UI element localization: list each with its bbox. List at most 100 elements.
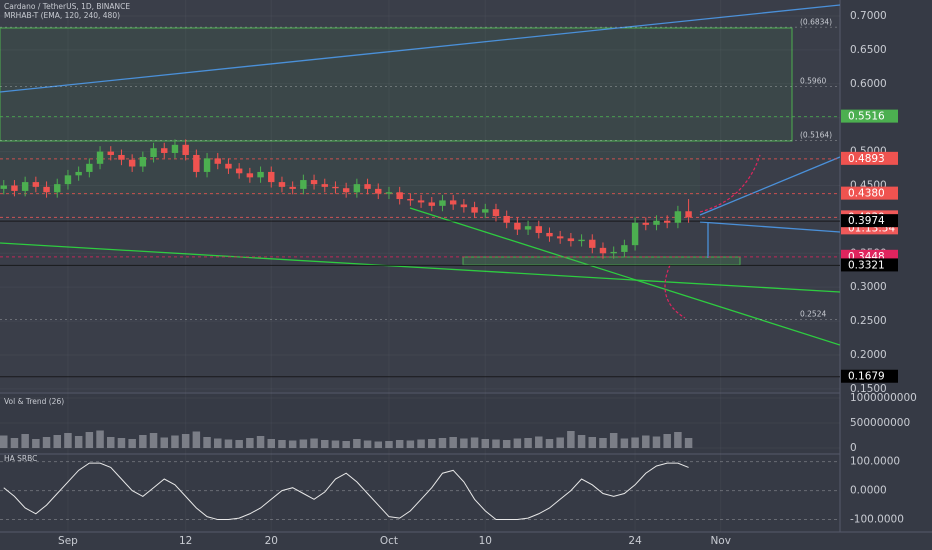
candle-body bbox=[225, 163, 232, 169]
candle-body bbox=[396, 192, 403, 200]
candle-body bbox=[653, 220, 660, 225]
candle-body bbox=[268, 171, 275, 183]
volume-bar bbox=[331, 440, 340, 448]
candle-body bbox=[364, 184, 371, 189]
trend-line bbox=[699, 221, 840, 233]
volume-bar bbox=[374, 441, 383, 448]
candle-body bbox=[353, 184, 361, 193]
volume-bar bbox=[21, 434, 29, 448]
y-tick-label: 1000000000 bbox=[850, 392, 917, 404]
candle-body bbox=[599, 247, 607, 254]
volume-bar bbox=[10, 438, 19, 448]
trend-line bbox=[0, 242, 840, 293]
price-tag bbox=[841, 258, 898, 272]
volume-bar bbox=[545, 439, 554, 448]
candle-body bbox=[21, 182, 29, 191]
volume-bar bbox=[139, 435, 147, 448]
candle-body bbox=[663, 220, 671, 223]
candle-body bbox=[257, 171, 264, 178]
volume-bar bbox=[460, 438, 468, 448]
price-tag bbox=[841, 214, 898, 228]
volume-bar bbox=[321, 440, 329, 448]
candle-body bbox=[107, 151, 114, 155]
volume-bar bbox=[288, 440, 297, 448]
volume-bar bbox=[567, 431, 575, 448]
candle-body bbox=[578, 239, 585, 242]
y-tick-label: 100.0000 bbox=[850, 456, 900, 468]
x-tick-label: 10 bbox=[479, 535, 492, 547]
volume-bar bbox=[64, 433, 72, 448]
candle-body bbox=[96, 151, 104, 164]
volume-bar bbox=[299, 439, 308, 448]
price-tag bbox=[841, 186, 898, 200]
candle-body bbox=[685, 211, 692, 218]
volume-bar bbox=[181, 434, 190, 448]
volume-bar bbox=[438, 438, 447, 448]
volume-bar bbox=[385, 441, 393, 448]
volume-bar bbox=[342, 441, 350, 448]
y-tick-label: 0.3000 bbox=[850, 281, 887, 293]
volume-bar bbox=[267, 439, 276, 448]
candle-body bbox=[642, 222, 649, 225]
volume-bar bbox=[599, 438, 607, 448]
candle-body bbox=[203, 158, 211, 172]
candle-body bbox=[556, 236, 564, 239]
volume-bar bbox=[642, 435, 650, 448]
arrow bbox=[699, 154, 761, 213]
volume-bar bbox=[235, 440, 243, 448]
volume-bar bbox=[395, 440, 404, 448]
candle-body bbox=[75, 171, 82, 176]
volume-bar bbox=[620, 438, 629, 448]
arrow bbox=[664, 264, 686, 319]
volume-bar bbox=[53, 435, 61, 448]
volume-bar bbox=[417, 439, 425, 448]
x-tick-label: Sep bbox=[58, 535, 78, 547]
volume-bar bbox=[256, 436, 265, 448]
volume-bar bbox=[577, 435, 586, 448]
candle-body bbox=[471, 207, 478, 213]
candle-body bbox=[417, 200, 425, 203]
volume-bar bbox=[406, 440, 415, 448]
candle-body bbox=[128, 159, 136, 167]
volume-bar bbox=[428, 439, 436, 448]
volume-bar bbox=[652, 436, 661, 448]
volume-bar bbox=[128, 439, 136, 448]
volume-bar bbox=[203, 437, 211, 448]
price-tag-label: 0.4380 bbox=[848, 188, 885, 200]
x-tick-label: Nov bbox=[710, 535, 731, 547]
volume-bar bbox=[609, 433, 618, 448]
pane bbox=[0, 397, 840, 449]
volume-bar bbox=[535, 436, 543, 448]
trend-line bbox=[409, 207, 840, 346]
y-tick-label: 0.2000 bbox=[850, 349, 887, 361]
volume-bar bbox=[513, 438, 522, 448]
volume-bar bbox=[117, 438, 126, 448]
candle-body bbox=[11, 185, 18, 191]
candle-body bbox=[64, 175, 72, 185]
candle-body bbox=[54, 184, 61, 193]
volume-bar bbox=[32, 439, 40, 448]
candle-body bbox=[482, 209, 489, 213]
volume-bar bbox=[0, 435, 8, 448]
volume-bar bbox=[192, 431, 201, 448]
target-box bbox=[0, 27, 793, 142]
x-tick-label: 24 bbox=[628, 535, 642, 547]
volume-bar bbox=[278, 440, 286, 448]
pane-title: Vol & Trend (26) bbox=[4, 397, 64, 406]
x-tick-label: 20 bbox=[265, 535, 278, 547]
volume-bar bbox=[663, 434, 671, 448]
candle-body bbox=[524, 226, 532, 230]
candle-body bbox=[321, 184, 328, 187]
trend-line bbox=[0, 4, 840, 93]
candle-body bbox=[514, 222, 521, 230]
pane-title: HA SRBC bbox=[4, 454, 37, 463]
candle-body bbox=[182, 144, 189, 155]
volume-bar bbox=[160, 437, 168, 448]
y-tick-label: -100.0000 bbox=[850, 514, 904, 526]
candle-body bbox=[674, 211, 682, 223]
volume-bar bbox=[502, 440, 511, 448]
y-tick-label: 0.7000 bbox=[850, 10, 887, 22]
annotation: 0.5960 bbox=[800, 77, 826, 86]
price-tag-label: 0.3974 bbox=[848, 215, 885, 227]
